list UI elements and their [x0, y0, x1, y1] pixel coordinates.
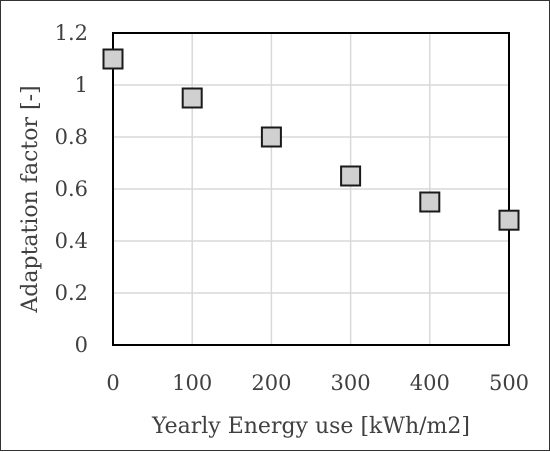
data-point [183, 89, 202, 108]
y-tick-label: 0 [75, 333, 88, 357]
data-point [104, 50, 123, 69]
x-tick-label: 200 [251, 371, 291, 395]
x-tick-label: 400 [410, 371, 450, 395]
y-tick-label: 0.6 [55, 177, 88, 201]
y-axis-title: Adaptation factor [-] [18, 85, 43, 313]
y-tick-label: 0.4 [55, 229, 88, 253]
x-axis-title: Yearly Energy use [kWh/m2] [151, 414, 470, 439]
x-tick-label: 100 [172, 371, 212, 395]
y-tick-label: 1.2 [55, 21, 88, 45]
data-points [104, 50, 519, 230]
y-tick-labels: 0 0.2 0.4 0.6 0.8 1 1.2 [55, 21, 88, 357]
x-tick-label: 300 [331, 371, 371, 395]
y-tick-label: 1 [75, 73, 88, 97]
data-point [262, 128, 281, 147]
y-tick-label: 0.8 [55, 125, 88, 149]
x-tick-label: 500 [489, 371, 529, 395]
data-point [420, 193, 439, 212]
data-point [341, 167, 360, 186]
x-tick-labels: 0 100 200 300 400 500 [106, 371, 529, 395]
data-point [500, 211, 519, 230]
grid-lines [113, 33, 509, 345]
y-tick-label: 0.2 [55, 281, 88, 305]
x-tick-label: 0 [106, 371, 119, 395]
